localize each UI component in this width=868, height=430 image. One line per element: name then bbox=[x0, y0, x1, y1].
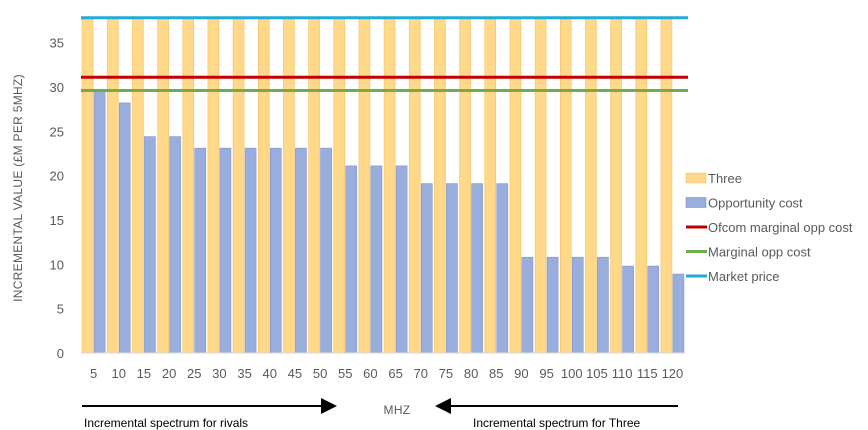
bar-three-85 bbox=[484, 18, 497, 354]
legend-swatch-opportunity-cost bbox=[685, 197, 707, 208]
bar-opportunity-cost-120 bbox=[672, 273, 685, 354]
bar-opportunity-cost-105 bbox=[597, 256, 609, 354]
x-tick-45: 45 bbox=[288, 366, 302, 381]
x-tick-75: 75 bbox=[439, 366, 453, 381]
bar-three-35 bbox=[232, 18, 245, 354]
y-axis-label: INCREMENTAL VALUE (£M PER 5MHZ) bbox=[11, 74, 25, 302]
y-tick-10: 10 bbox=[50, 257, 64, 272]
bar-opportunity-cost-60 bbox=[370, 165, 383, 354]
bar-three-20 bbox=[157, 18, 169, 354]
bar-opportunity-cost-10 bbox=[118, 102, 131, 354]
bar-three-70 bbox=[408, 18, 421, 354]
legend-label-market-price: Market price bbox=[708, 269, 780, 284]
x-tick-90: 90 bbox=[514, 366, 528, 381]
y-tick-20: 20 bbox=[50, 169, 64, 184]
bar-opportunity-cost-80 bbox=[471, 183, 483, 354]
y-tick-labels: 0 5 10 15 20 25 30 35 bbox=[50, 36, 64, 361]
legend-label-three: Three bbox=[708, 171, 742, 186]
bar-three-105 bbox=[585, 18, 597, 354]
bar-opportunity-cost-30 bbox=[219, 147, 232, 354]
legend-label-opportunity-cost: Opportunity cost bbox=[708, 196, 803, 211]
y-tick-5: 5 bbox=[57, 302, 64, 317]
x-tick-105: 105 bbox=[586, 366, 608, 381]
bar-three-115 bbox=[635, 18, 648, 354]
bar-three-50 bbox=[308, 18, 320, 354]
x-tick-10: 10 bbox=[112, 366, 126, 381]
x-tick-85: 85 bbox=[489, 366, 503, 381]
bar-opportunity-cost-85 bbox=[496, 183, 509, 354]
bar-three-5 bbox=[81, 18, 94, 354]
bar-three-10 bbox=[106, 18, 119, 354]
bar-opportunity-cost-35 bbox=[244, 147, 257, 354]
bar-opportunity-cost-65 bbox=[395, 165, 408, 354]
bar-three-65 bbox=[383, 18, 396, 354]
x-tick-30: 30 bbox=[212, 366, 226, 381]
bar-three-120 bbox=[660, 18, 673, 354]
x-tick-20: 20 bbox=[162, 366, 176, 381]
bar-three-55 bbox=[333, 18, 346, 354]
y-tick-35: 35 bbox=[50, 36, 64, 51]
x-tick-25: 25 bbox=[187, 366, 201, 381]
bar-three-100 bbox=[559, 18, 572, 354]
legend-label-ofcom-marginal-opp-cost: Ofcom marginal opp cost bbox=[708, 220, 853, 235]
x-tick-15: 15 bbox=[137, 366, 151, 381]
x-tick-110: 110 bbox=[612, 366, 633, 381]
x-tick-50: 50 bbox=[313, 366, 327, 381]
y-tick-30: 30 bbox=[50, 80, 64, 95]
bar-three-95 bbox=[534, 18, 547, 354]
x-tick-100: 100 bbox=[561, 366, 583, 381]
bar-opportunity-cost-55 bbox=[345, 165, 358, 354]
bar-three-45 bbox=[283, 18, 295, 354]
bar-three-90 bbox=[509, 18, 522, 354]
bar-opportunity-cost-25 bbox=[194, 147, 207, 354]
bar-three-75 bbox=[434, 18, 446, 354]
rivals-annotation: Incremental spectrum for rivals bbox=[84, 416, 248, 430]
x-axis-label: MHZ bbox=[384, 403, 411, 417]
x-tick-40: 40 bbox=[263, 366, 277, 381]
bar-three-25 bbox=[182, 18, 195, 354]
bar-opportunity-cost-75 bbox=[446, 183, 458, 354]
x-tick-60: 60 bbox=[363, 366, 377, 381]
bar-three-15 bbox=[132, 18, 144, 354]
x-tick-labels: 5 10 15 20 25 30 35 40 45 50 55 60 65 70 75 80 85 90 95 100… bbox=[90, 366, 683, 381]
bar-opportunity-cost-45 bbox=[295, 147, 307, 354]
bar-three-60 bbox=[358, 18, 371, 354]
y-tick-0: 0 bbox=[57, 346, 64, 361]
x-tick-70: 70 bbox=[414, 366, 428, 381]
bar-opportunity-cost-40 bbox=[269, 147, 282, 354]
y-tick-25: 25 bbox=[50, 124, 64, 139]
x-tick-55: 55 bbox=[338, 366, 352, 381]
y-tick-15: 15 bbox=[50, 213, 64, 228]
legend: Three Opportunity cost Ofcom marginal opp … bbox=[685, 171, 853, 284]
bar-opportunity-cost-95 bbox=[546, 256, 559, 354]
legend-label-marginal-opp-cost: Marginal opp cost bbox=[708, 245, 811, 260]
bar-three-30 bbox=[207, 18, 220, 354]
bar-opportunity-cost-70 bbox=[420, 183, 433, 354]
bar-opportunity-cost-115 bbox=[647, 265, 660, 354]
x-tick-80: 80 bbox=[464, 366, 478, 381]
bar-opportunity-cost-15 bbox=[144, 136, 156, 354]
bar-opportunity-cost-90 bbox=[521, 256, 534, 354]
three-annotation: Incremental spectrum for Three bbox=[473, 416, 641, 430]
x-tick-95: 95 bbox=[539, 366, 553, 381]
bar-three-110 bbox=[610, 18, 622, 354]
x-tick-5: 5 bbox=[90, 366, 97, 381]
x-tick-120: 120 bbox=[662, 366, 684, 381]
bars-group bbox=[81, 18, 685, 354]
x-tick-115: 115 bbox=[637, 366, 658, 381]
reference-lines-group bbox=[81, 16, 688, 92]
bar-opportunity-cost-5 bbox=[93, 91, 106, 354]
bar-opportunity-cost-50 bbox=[320, 147, 332, 354]
legend-swatch-three bbox=[685, 172, 707, 184]
bar-opportunity-cost-20 bbox=[169, 136, 181, 354]
x-tick-35: 35 bbox=[237, 366, 251, 381]
bar-opportunity-cost-100 bbox=[571, 256, 584, 354]
bar-three-40 bbox=[257, 18, 270, 354]
x-tick-65: 65 bbox=[388, 366, 402, 381]
bar-three-80 bbox=[459, 18, 471, 354]
bar-opportunity-cost-110 bbox=[622, 265, 634, 354]
